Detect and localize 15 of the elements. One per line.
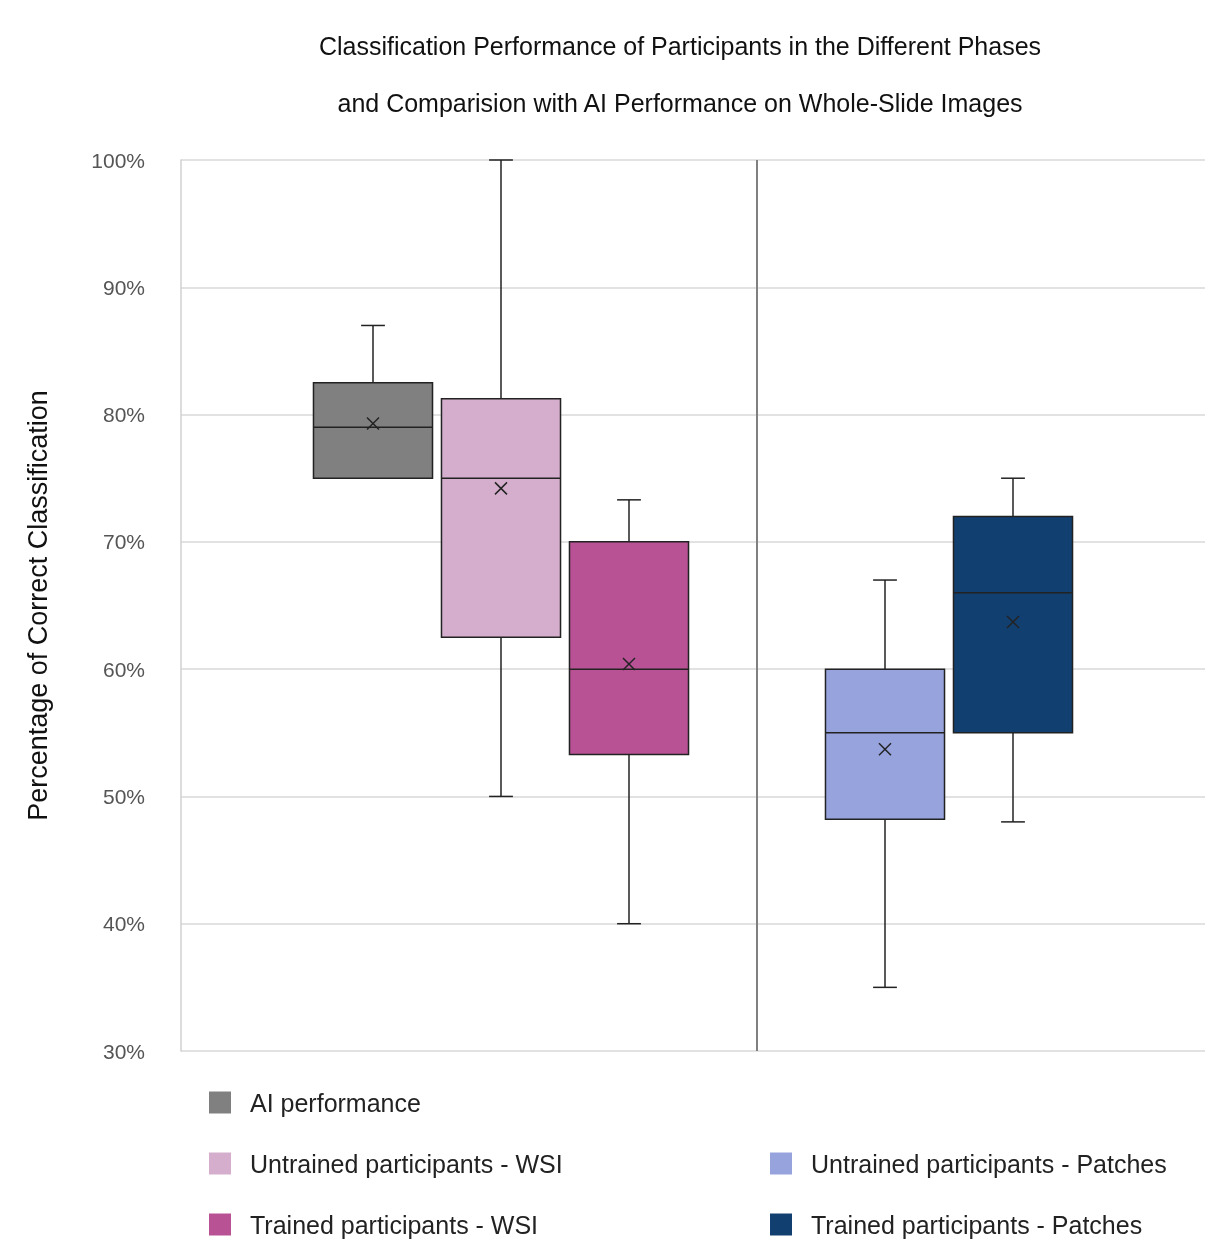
y-tick-label: 30%: [102, 1039, 145, 1063]
legend-label: Trained participants - Patches: [811, 1210, 1143, 1239]
chart-title: Classification Performance of Participants in the Different Phases and Comparision with AI Performance on Whole-Slide Images: [318, 31, 1042, 117]
legend-label: Trained participants - WSI: [250, 1210, 539, 1239]
y-tick-label: 50%: [102, 784, 145, 808]
legend-label: AI performance: [250, 1088, 421, 1117]
y-tick-label: 90%: [102, 275, 145, 299]
y-tick-label: 100%: [91, 148, 145, 172]
y-axis-title: Percentage of Correct Classification: [22, 390, 53, 821]
legend-label: Untrained participants - WSI: [250, 1149, 563, 1178]
legend-label: Untrained participants - Patches: [811, 1149, 1167, 1178]
y-tick-label: 60%: [102, 657, 145, 681]
y-tick-label: 80%: [102, 403, 145, 427]
y-tick-label: 70%: [102, 530, 145, 554]
y-tick-label: 40%: [102, 912, 145, 936]
